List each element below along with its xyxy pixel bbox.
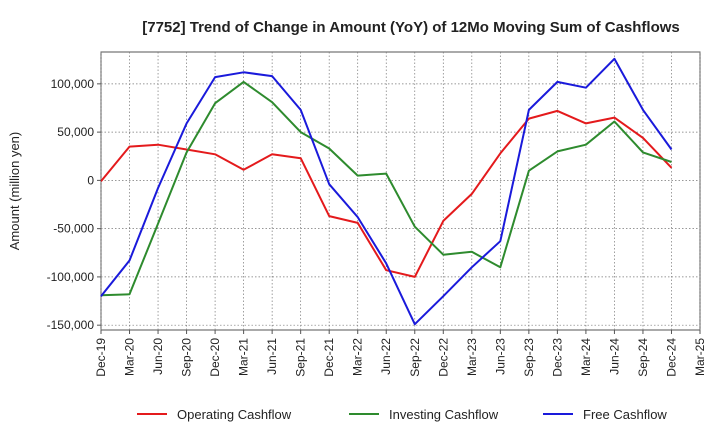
x-tick-label: Dec-24 bbox=[664, 338, 678, 377]
x-axis-ticks: Dec-19 Mar-20 Jun-20 Sep-20 Dec-20 Mar-21 Jun-… bbox=[94, 330, 707, 377]
y-tick-label: 100,000 bbox=[51, 77, 95, 91]
x-tick-label: Mar-20 bbox=[123, 338, 137, 376]
x-tick-label: Sep-24 bbox=[636, 338, 650, 377]
x-tick-label: Dec-22 bbox=[436, 338, 450, 377]
legend-label-investing-cashflow: Investing Cashflow bbox=[389, 407, 499, 422]
x-tick-label: Mar-24 bbox=[579, 338, 593, 376]
x-tick-label: Sep-22 bbox=[408, 338, 422, 377]
x-tick-label: Dec-21 bbox=[322, 338, 336, 377]
x-tick-label: Jun-23 bbox=[493, 338, 507, 375]
x-tick-label: Sep-23 bbox=[522, 338, 536, 377]
plot-frame bbox=[100, 51, 701, 331]
series-layer bbox=[100, 57, 673, 326]
y-axis-label: Amount (million yen) bbox=[7, 132, 22, 251]
x-tick-label: Jun-24 bbox=[607, 338, 621, 375]
x-tick-label: Sep-21 bbox=[294, 338, 308, 377]
x-tick-label: Mar-21 bbox=[237, 338, 251, 376]
chart-title: [7752] Trend of Change in Amount (YoY) o… bbox=[142, 19, 680, 36]
y-tick-label: 50,000 bbox=[57, 125, 94, 139]
x-tick-label: Mar-23 bbox=[465, 338, 479, 376]
x-tick-label: Dec-23 bbox=[550, 338, 564, 377]
legend-label-free-cashflow: Free Cashflow bbox=[583, 407, 667, 422]
y-axis-ticks: 100,000 50,000 0 -50,000 -100,000 -150,000 bbox=[47, 77, 101, 332]
y-tick-label: 0 bbox=[87, 173, 94, 187]
x-tick-label: Jun-20 bbox=[151, 338, 165, 375]
legend-label-operating-cashflow: Operating Cashflow bbox=[177, 407, 292, 422]
y-tick-label: -100,000 bbox=[47, 270, 95, 284]
x-tick-label: Dec-20 bbox=[208, 338, 222, 377]
x-tick-label: Sep-20 bbox=[180, 338, 194, 377]
x-tick-label: Dec-19 bbox=[94, 338, 108, 377]
legend: Operating Cashflow Investing Cashflow Free… bbox=[137, 407, 667, 422]
x-tick-label: Mar-22 bbox=[351, 338, 365, 376]
x-tick-label: Mar-25 bbox=[693, 338, 707, 376]
x-tick-label: Jun-21 bbox=[265, 338, 279, 375]
x-tick-label: Jun-22 bbox=[379, 338, 393, 375]
y-tick-label: -150,000 bbox=[47, 318, 95, 332]
grid bbox=[100, 52, 701, 330]
y-tick-label: -50,000 bbox=[53, 222, 94, 236]
